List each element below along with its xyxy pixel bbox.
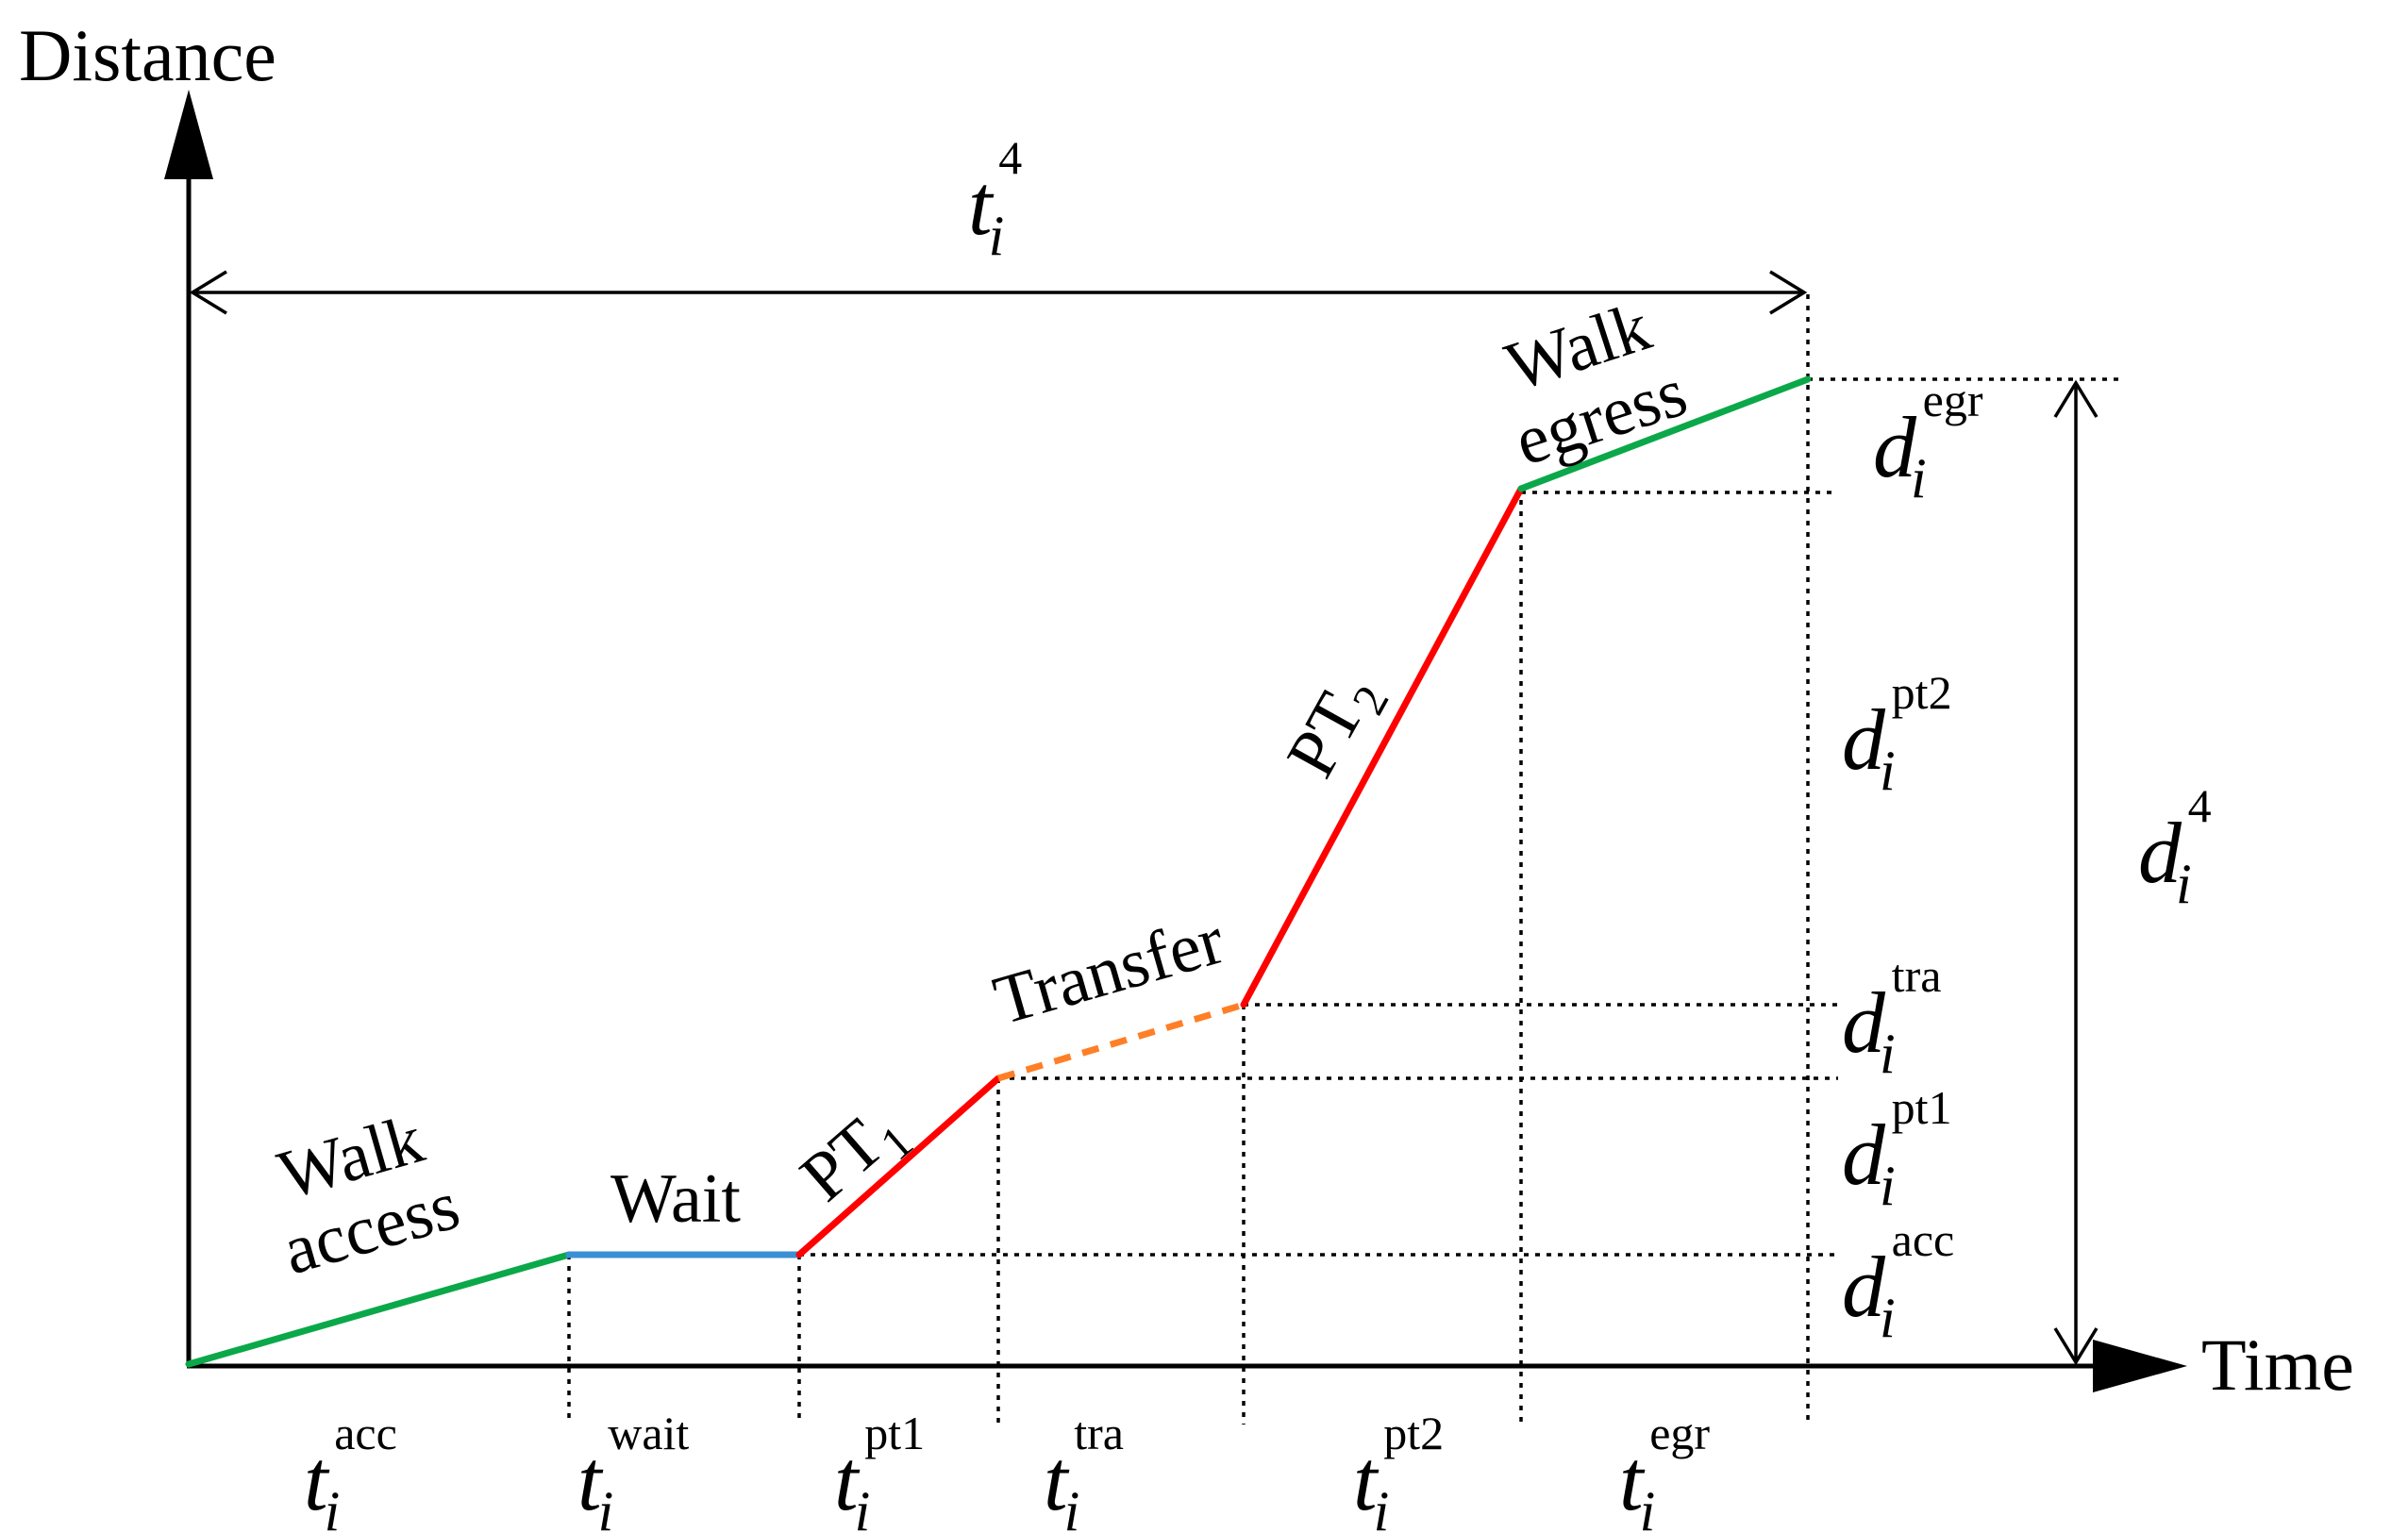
axes: Distance Time <box>19 14 2354 1406</box>
walk-access-segment <box>185 1251 573 1368</box>
time-label-pt1: tipt1 <box>834 1407 925 1533</box>
total-time-label: ti4 <box>968 131 1022 267</box>
guide-lines <box>567 294 2123 1425</box>
wait-label: Wait <box>610 1160 741 1238</box>
pt1-segment <box>795 1075 1002 1258</box>
y-axis-title: Distance <box>19 14 276 96</box>
x-axis-title: Time <box>2201 1324 2354 1406</box>
total-distance-arrow <box>2053 379 2099 1366</box>
total-distance-label: di4 <box>2138 779 2212 915</box>
time-label-tra: titra <box>1044 1407 1124 1533</box>
walk-egress-segment <box>1517 375 1812 492</box>
x-axis-arrowhead <box>2093 1340 2187 1392</box>
pt2-segment <box>1240 485 1525 1008</box>
walk-access-label: Walk access <box>270 1100 467 1290</box>
time-label-acc: tiacc <box>304 1407 397 1533</box>
total-time-arrow <box>189 270 1808 315</box>
walk-egress-label: Walk egress <box>1497 288 1696 481</box>
distance-labels: diegr dipt2 ditra dipt1 diacc <box>1842 374 1983 1349</box>
distance-label-egr: diegr <box>1873 374 1983 509</box>
pt2-label: PT2 <box>1272 660 1398 794</box>
distance-label-acc: diacc <box>1842 1213 1954 1349</box>
total-distance-arrowhead-top <box>2053 379 2099 418</box>
transfer-segment <box>996 1001 1246 1082</box>
y-axis-arrowhead <box>164 90 213 179</box>
svg-text:PT2: PT2 <box>1272 660 1398 794</box>
total-distance-arrowhead-bottom <box>2053 1327 2099 1366</box>
distance-label-tra: ditra <box>1842 949 1941 1085</box>
segment-labels: Walk access Wait PT1 Transfer PT2 Walk e… <box>270 288 1696 1290</box>
distance-label-pt1: dipt1 <box>1842 1081 1952 1217</box>
time-label-pt2: tipt2 <box>1353 1407 1444 1533</box>
time-label-wait: tiwait <box>577 1407 689 1533</box>
distance-label-pt2: dipt2 <box>1842 666 1952 802</box>
time-labels: tiacc tiwait tipt1 titra tipt2 tiegr <box>304 1407 1710 1533</box>
total-time-arrowhead-left <box>189 270 227 315</box>
trajectory <box>185 375 1812 1368</box>
time-label-egr: tiegr <box>1619 1407 1710 1533</box>
total-time-arrowhead-right <box>1769 270 1808 315</box>
